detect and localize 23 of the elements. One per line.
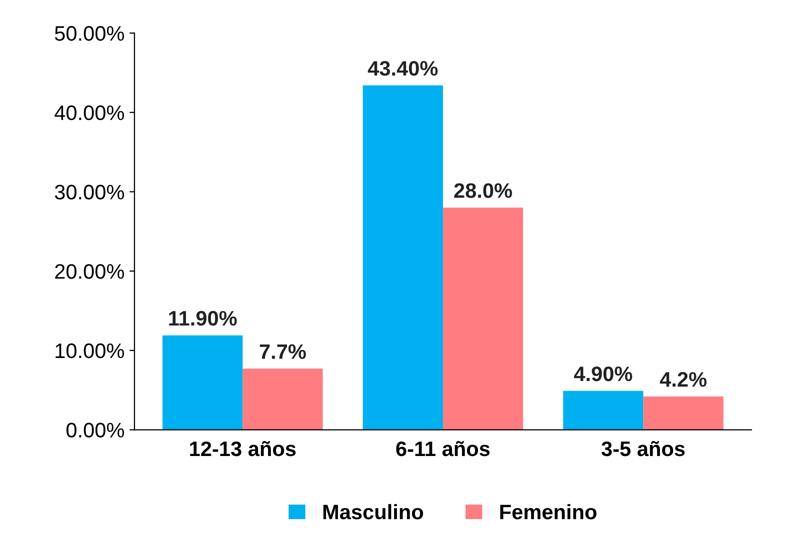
data-label: 4.2% [660,372,707,387]
y-tick-label: 40.00% [54,105,124,120]
bar [563,390,644,430]
x-tick-label: 6-11 años [396,440,490,456]
data-label: 28.0% [454,183,512,198]
data-label: 43.40% [368,61,438,76]
bar [162,335,243,430]
x-tick-label: 3-5 años [602,440,685,456]
legend-label: Femenino [500,504,596,520]
y-tick-label: 0.00% [66,422,124,438]
bar [643,396,724,430]
y-tick-label: 50.00% [54,26,124,41]
data-label: 7.7% [260,344,306,359]
bar [242,368,323,430]
bar [362,85,443,430]
y-tick-label: 10.00% [56,343,124,358]
data-label: 11.90% [169,310,237,326]
legend-label: Masculino [323,504,424,520]
y-tick-label: 20.00% [55,264,124,279]
bar [442,208,524,430]
data-label: 4.90% [574,366,632,382]
x-tick-label: 12-13 años [190,440,296,456]
y-tick-label: 30.00% [54,184,124,200]
